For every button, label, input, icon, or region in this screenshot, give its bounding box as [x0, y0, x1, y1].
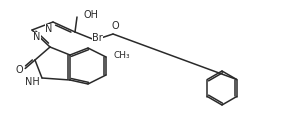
Text: O: O: [111, 21, 119, 31]
Text: CH₃: CH₃: [114, 52, 131, 61]
Text: OH: OH: [83, 10, 98, 20]
Text: O: O: [15, 65, 23, 75]
Text: N: N: [45, 24, 53, 34]
Text: Br: Br: [92, 33, 103, 43]
Text: NH: NH: [25, 77, 39, 87]
Text: N: N: [33, 32, 41, 42]
